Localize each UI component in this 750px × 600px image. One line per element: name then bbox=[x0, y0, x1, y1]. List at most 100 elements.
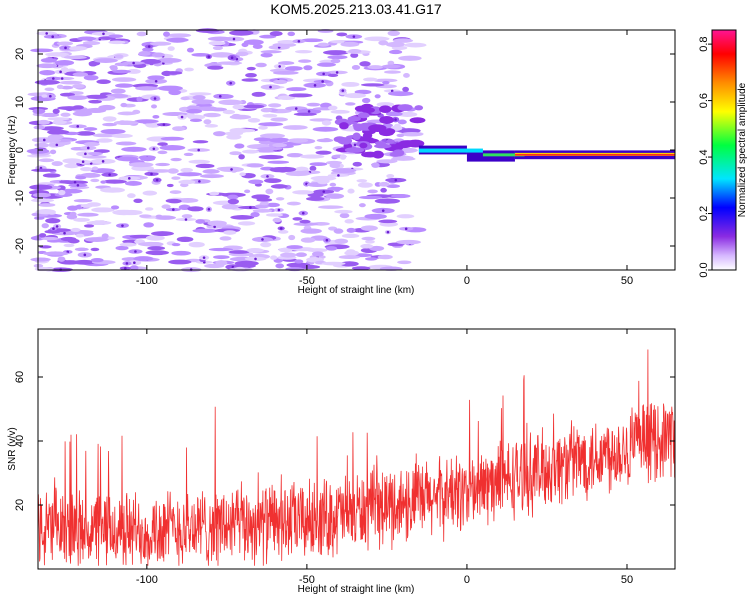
cluster-blob bbox=[353, 123, 364, 132]
noise-peak bbox=[297, 39, 301, 43]
noise-blob bbox=[194, 228, 212, 233]
noise-blob bbox=[215, 260, 228, 266]
noise-blob bbox=[309, 165, 317, 172]
noise-blob bbox=[157, 150, 168, 155]
noise-blob bbox=[272, 70, 299, 75]
spectrogram-x-tick-label: -100 bbox=[136, 275, 158, 287]
noise-blob bbox=[312, 251, 324, 257]
noise-peak bbox=[172, 208, 175, 211]
noise-blob bbox=[213, 131, 226, 137]
noise-blob bbox=[400, 132, 424, 137]
snr-axes: -100 -50 0 50 20 40 60 bbox=[14, 329, 675, 586]
noise-blob bbox=[286, 153, 304, 158]
noise-blob bbox=[277, 229, 289, 234]
noise-peak bbox=[59, 70, 62, 74]
noise-peak bbox=[207, 55, 211, 59]
noise-blob bbox=[286, 245, 303, 250]
noise-blob bbox=[300, 237, 316, 243]
noise-blob bbox=[229, 127, 248, 134]
noise-blob bbox=[246, 248, 264, 253]
noise-blob bbox=[371, 162, 380, 168]
noise-blob bbox=[41, 94, 48, 98]
noise-blob bbox=[192, 95, 206, 100]
noise-blob bbox=[60, 112, 71, 117]
noise-blob bbox=[351, 266, 371, 271]
noise-blob bbox=[120, 102, 128, 108]
noise-blob bbox=[293, 222, 319, 226]
noise-blob bbox=[384, 70, 401, 74]
noise-blob bbox=[136, 96, 143, 102]
noise-blob bbox=[151, 231, 174, 237]
noise-blob bbox=[126, 69, 141, 74]
noise-blob bbox=[255, 62, 267, 68]
noise-peak bbox=[86, 146, 90, 150]
noise-blob bbox=[364, 36, 390, 42]
noise-blob bbox=[90, 247, 100, 252]
noise-blob bbox=[143, 222, 154, 228]
noise-blob bbox=[186, 47, 195, 53]
noise-blob bbox=[83, 74, 99, 81]
ridge-core bbox=[514, 154, 675, 156]
noise-blob bbox=[39, 69, 56, 76]
spectrogram-x-tick-label: 0 bbox=[464, 275, 470, 287]
noise-blob bbox=[272, 217, 282, 223]
spectrogram-y-tick-label: -20 bbox=[14, 238, 26, 254]
noise-blob bbox=[203, 112, 221, 118]
noise-blob bbox=[128, 162, 154, 168]
noise-blob bbox=[230, 215, 255, 220]
noise-blob bbox=[115, 141, 137, 146]
noise-blob bbox=[299, 154, 325, 159]
noise-blob bbox=[75, 233, 85, 238]
noise-blob bbox=[245, 73, 257, 78]
noise-peak bbox=[322, 72, 325, 76]
noise-peak bbox=[132, 61, 135, 65]
noise-blob bbox=[181, 214, 193, 219]
colorbar-gradient bbox=[712, 30, 736, 270]
noise-blob bbox=[252, 44, 263, 49]
noise-blob bbox=[297, 264, 321, 270]
noise-blob bbox=[247, 118, 261, 123]
noise-blob bbox=[155, 214, 163, 219]
noise-blob bbox=[287, 31, 296, 37]
noise-blob bbox=[314, 145, 323, 150]
colorbar-axis: 0.0 0.2 0.4 0.6 0.8 bbox=[698, 29, 737, 278]
noise-blob bbox=[117, 111, 137, 116]
noise-blob bbox=[246, 163, 264, 168]
noise-blob bbox=[350, 52, 359, 58]
noise-blob bbox=[88, 151, 103, 156]
noise-blob bbox=[379, 221, 399, 227]
noise-blob bbox=[327, 105, 338, 111]
noise-blob bbox=[226, 134, 242, 140]
noise-blob bbox=[280, 252, 297, 258]
noise-blob bbox=[207, 220, 227, 226]
noise-blob bbox=[192, 140, 209, 144]
noise-blob bbox=[135, 86, 159, 91]
noise-blob bbox=[260, 107, 273, 113]
noise-blob bbox=[42, 251, 69, 256]
noise-blob bbox=[338, 255, 361, 260]
noise-blob bbox=[86, 220, 112, 225]
noise-blob bbox=[88, 99, 102, 104]
noise-peak bbox=[335, 71, 339, 74]
noise-blob bbox=[268, 103, 282, 108]
noise-blob bbox=[115, 83, 134, 88]
noise-blob bbox=[167, 168, 179, 174]
noise-blob bbox=[187, 206, 204, 212]
noise-blob bbox=[270, 255, 278, 260]
noise-blob bbox=[163, 71, 183, 75]
noise-blob bbox=[92, 133, 119, 138]
cluster-blob bbox=[386, 139, 395, 144]
noise-blob bbox=[303, 65, 313, 71]
noise-blob bbox=[358, 195, 383, 200]
noise-blob bbox=[403, 73, 410, 78]
noise-blob bbox=[83, 141, 100, 147]
noise-blob bbox=[142, 47, 154, 52]
noise-blob bbox=[140, 156, 156, 162]
noise-blob bbox=[344, 219, 354, 224]
noise-blob bbox=[145, 235, 165, 241]
noise-blob bbox=[333, 187, 341, 192]
noise-blob bbox=[238, 154, 245, 160]
noise-blob bbox=[83, 224, 95, 228]
noise-blob bbox=[152, 114, 160, 119]
noise-blob bbox=[157, 142, 168, 146]
